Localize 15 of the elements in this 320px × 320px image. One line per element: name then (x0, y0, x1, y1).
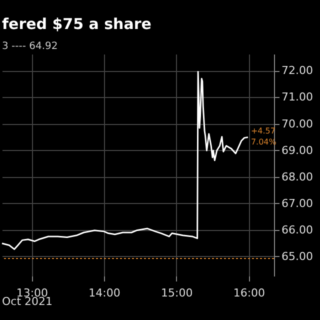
x-tick-label: 14:00 (88, 286, 120, 300)
y-tick-label: 72.00 (282, 64, 313, 78)
x-tick-label: 15:00 (160, 286, 193, 300)
line-series (1, 71, 249, 250)
y-tick-label: 67.00 (282, 196, 313, 210)
y-tick-label: 71.00 (282, 90, 313, 104)
y-tick-label: 69.00 (282, 144, 313, 157)
chart-title: fered $75 a share (2, 15, 152, 33)
y-tick-label: 66.00 (282, 223, 313, 236)
y-tick-label: 65.00 (282, 250, 313, 263)
text: Oct 2021 (2, 295, 53, 308)
y-tick-label: 68.00 (282, 170, 313, 184)
text: 3 ---- 64.92 (2, 41, 58, 52)
y-tick-label: 70.00 (282, 117, 313, 130)
x-tick-label: 16:00 (233, 286, 266, 300)
